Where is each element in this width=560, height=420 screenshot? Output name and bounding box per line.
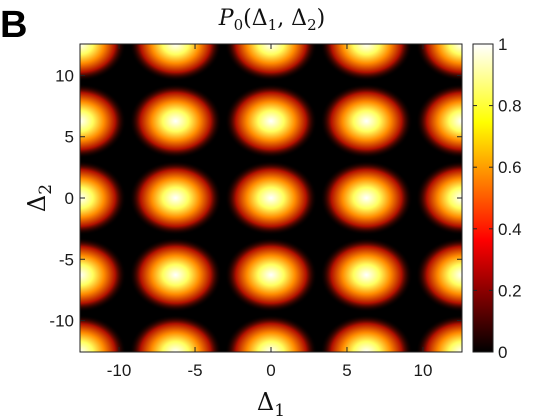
heatmap-peak bbox=[129, 44, 222, 82]
heatmap-peak bbox=[415, 314, 462, 352]
heatmap-peak bbox=[129, 314, 222, 352]
y-tick-label: 5 bbox=[65, 128, 74, 147]
x-tick-label: 10 bbox=[413, 361, 432, 380]
x-tick-label: -5 bbox=[187, 361, 202, 380]
heatmap-peak bbox=[80, 83, 127, 159]
heatmap-peak bbox=[224, 160, 318, 236]
colorbar-tick-label: 0.2 bbox=[498, 281, 522, 300]
heatmap-peak bbox=[80, 314, 127, 352]
heatmap-peak bbox=[415, 44, 462, 82]
heatmap-peak bbox=[320, 314, 413, 352]
y-tick-label: -5 bbox=[59, 250, 74, 269]
heatmap-peak bbox=[224, 83, 318, 159]
colorbar-tick-label: 0.8 bbox=[498, 97, 522, 116]
heatmap-peak bbox=[80, 160, 127, 236]
heatmap-peak bbox=[224, 237, 318, 313]
colorbar-tick-label: 0 bbox=[498, 343, 507, 362]
colorbar-tick-label: 1 bbox=[498, 35, 507, 54]
y-axis-label: Δ2 bbox=[23, 184, 56, 212]
chart-title: P0(Δ1, Δ2) bbox=[218, 6, 325, 34]
y-tick-label: 10 bbox=[55, 66, 74, 85]
y-tick-label: -10 bbox=[49, 312, 74, 331]
colorbar-gradient bbox=[472, 43, 494, 353]
heatmap-peak bbox=[415, 237, 462, 313]
heatmap-peak bbox=[80, 44, 127, 82]
heatmap-peak bbox=[80, 237, 127, 313]
heatmap-peak bbox=[129, 83, 222, 159]
heatmap-peak bbox=[320, 44, 413, 82]
heatmap-peak bbox=[415, 83, 462, 159]
heatmap-peak bbox=[320, 160, 413, 236]
heatmap-peak bbox=[129, 237, 222, 313]
x-tick-label: -10 bbox=[107, 361, 132, 380]
colorbar: 0 0.2 0.4 0.6 0.8 1 bbox=[472, 35, 522, 362]
heatmap-plot-area bbox=[79, 43, 463, 353]
heatmap-peak bbox=[415, 160, 462, 236]
x-axis-label: Δ1 bbox=[257, 388, 285, 420]
y-tick-label: 0 bbox=[65, 189, 74, 208]
heatmap-peaks bbox=[80, 44, 462, 352]
colorbar-tick-label: 0.6 bbox=[498, 158, 522, 177]
heatmap-peak bbox=[224, 44, 318, 82]
x-axis: -10 -5 0 5 10 bbox=[107, 44, 432, 380]
x-tick-label: 5 bbox=[342, 361, 351, 380]
colorbar-ticks: 0 0.2 0.4 0.6 0.8 1 bbox=[473, 35, 522, 362]
x-tick-label: 0 bbox=[266, 361, 275, 380]
heatmap-peak bbox=[320, 83, 413, 159]
y-axis: -10 -5 0 5 10 bbox=[49, 66, 462, 331]
heatmap-peak bbox=[320, 237, 413, 313]
heatmap-peak bbox=[224, 314, 318, 352]
panel-label: B bbox=[0, 4, 27, 46]
heatmap-peak bbox=[129, 160, 222, 236]
colorbar-tick-label: 0.4 bbox=[498, 220, 522, 239]
